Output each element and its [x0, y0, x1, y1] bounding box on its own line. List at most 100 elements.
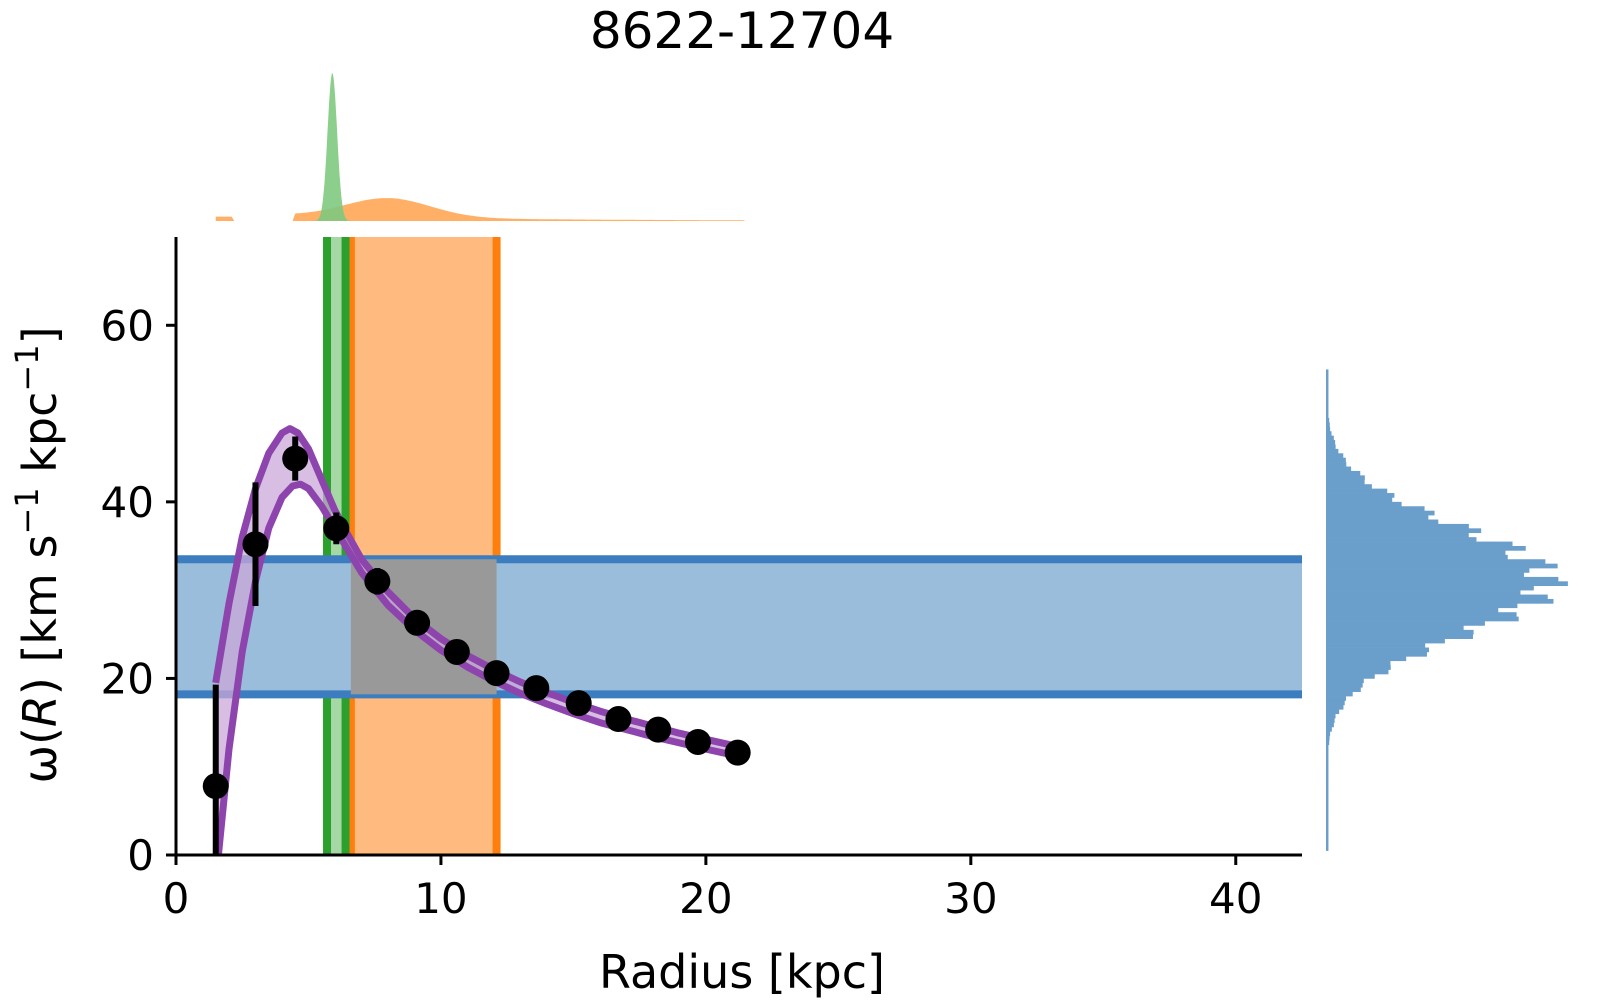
right-histogram-bin [1326, 740, 1330, 745]
data-point-2 [282, 445, 309, 472]
right-histogram-bin [1326, 506, 1425, 511]
right-histogram-bin [1326, 749, 1329, 754]
corotation-band-fill [350, 237, 497, 855]
right-histogram-bin [1326, 413, 1329, 419]
right-histogram-bin [1326, 594, 1548, 600]
right-histogram-bin [1326, 479, 1365, 485]
right-histogram-bin [1326, 568, 1530, 573]
right-histogram-bin [1326, 510, 1435, 516]
data-point-5 [404, 609, 431, 636]
right-histogram-bin [1326, 501, 1402, 507]
right-histogram-bin [1326, 603, 1518, 609]
right-histogram-bin [1326, 422, 1330, 428]
right-histogram-bin [1326, 382, 1329, 388]
right-histogram-bin [1326, 470, 1361, 476]
x-axis-label: Radius [kpc] [599, 945, 885, 999]
right-histogram-bin [1326, 753, 1329, 759]
data-point-13 [724, 739, 751, 766]
right-histogram-bin [1326, 612, 1517, 617]
right-histogram-bin [1326, 832, 1329, 838]
data-point-4 [364, 568, 391, 595]
right-histogram-bin [1326, 691, 1353, 697]
right-histogram-bin [1326, 572, 1524, 578]
right-histogram-bin [1326, 493, 1395, 498]
right-histogram-bin [1326, 687, 1361, 692]
right-histogram-bin [1326, 643, 1426, 648]
right-histogram-bin [1326, 550, 1506, 556]
x-tick-label-3: 30 [944, 874, 997, 923]
right-histogram-bin [1326, 810, 1329, 816]
right-histogram-bin [1326, 488, 1388, 494]
right-histogram-bin [1326, 426, 1331, 432]
right-histogram-bin [1326, 744, 1329, 750]
right-histogram-bin [1326, 793, 1329, 798]
right-histogram-bin [1326, 590, 1521, 595]
right-histogram-bin [1326, 431, 1332, 436]
data-point-8 [523, 675, 550, 702]
right-histogram-bin [1326, 435, 1334, 441]
right-histogram-bin [1326, 563, 1558, 569]
right-histogram-bin [1326, 846, 1329, 851]
right-histogram-bin [1326, 709, 1340, 715]
right-histogram-bin [1326, 409, 1329, 414]
right-histogram-bin [1326, 462, 1347, 467]
right-histogram-bin [1326, 674, 1375, 679]
right-histogram-bin [1326, 475, 1365, 481]
plot-area [176, 237, 1302, 856]
data-point-6 [443, 638, 470, 665]
x-tick-label-0: 0 [163, 874, 190, 923]
y-axis-label-unit: ) [km s [13, 535, 67, 696]
right-histogram-bin [1326, 802, 1329, 807]
right-histogram-bin [1326, 541, 1513, 547]
pattern-speed-band-fill [176, 559, 1302, 695]
right-histogram-bin [1326, 656, 1407, 662]
right-histogram-bin [1326, 837, 1329, 843]
y-axis-label-close: ] [13, 326, 67, 344]
right-histogram-bin [1326, 700, 1345, 706]
right-histogram-bin [1326, 775, 1329, 781]
right-histogram-bin [1326, 766, 1329, 772]
right-histogram-bin [1326, 448, 1339, 454]
bar-length-band-fill [327, 237, 346, 855]
data-point-11 [645, 716, 672, 743]
x-tick-label-1: 10 [414, 874, 467, 923]
right-histogram-bin [1326, 841, 1329, 847]
data-point-7 [483, 660, 510, 687]
right-histogram-bin [1326, 417, 1330, 423]
right-histogram-bin [1326, 395, 1329, 401]
right-histogram-bin [1326, 625, 1464, 631]
y-tick-label-2: 40 [101, 478, 154, 527]
right-histogram-bin [1326, 581, 1568, 587]
right-histogram-bin [1326, 771, 1329, 776]
y-tick-label-0: 0 [127, 831, 154, 880]
right-histogram-bin [1326, 515, 1429, 520]
right-histogram-bin [1326, 797, 1329, 803]
x-tick-label-2: 20 [679, 874, 732, 923]
right-histogram-bin [1326, 629, 1474, 635]
right-histogram-bin [1326, 528, 1482, 534]
right-histogram-bin [1326, 391, 1329, 397]
right-histogram-bin [1326, 607, 1499, 613]
top-histogram-green [308, 73, 357, 221]
right-histogram-bin [1326, 537, 1477, 542]
right-histogram-bin [1326, 722, 1334, 728]
right-histogram-bin [1326, 824, 1329, 829]
right-histogram-bin [1326, 718, 1335, 723]
data-point-9 [565, 690, 592, 717]
y-axis-label-exp2: −1 [8, 344, 46, 391]
right-histogram-bin [1326, 806, 1329, 812]
right-histogram-bin [1326, 497, 1393, 503]
right-histogram-bin [1326, 762, 1329, 768]
right-histogram-bin [1326, 387, 1329, 392]
y-axis-label-main: ω( [13, 727, 67, 783]
right-histogram-bin [1326, 621, 1485, 626]
right-histogram-bin [1326, 819, 1329, 825]
data-point-10 [605, 706, 632, 733]
right-histogram-bin [1326, 682, 1363, 688]
right-histogram-bin [1326, 559, 1546, 564]
right-histogram-bin [1326, 546, 1526, 551]
data-point-0 [202, 773, 229, 800]
right-histogram-bin [1326, 735, 1330, 741]
chart-title: 8622-12704 [590, 2, 894, 60]
